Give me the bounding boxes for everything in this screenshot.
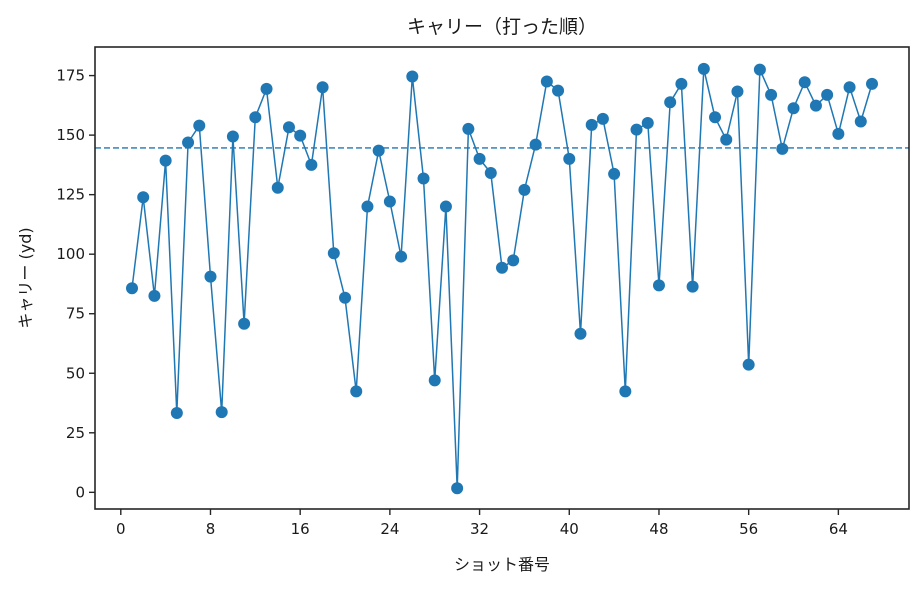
data-point xyxy=(395,250,408,263)
data-point xyxy=(507,254,520,267)
data-point xyxy=(137,191,150,204)
data-point xyxy=(641,116,654,129)
data-point xyxy=(339,291,352,304)
data-point xyxy=(742,358,755,371)
data-point xyxy=(473,152,486,165)
data-point xyxy=(305,158,318,171)
data-point xyxy=(596,112,609,125)
data-point xyxy=(529,138,542,151)
data-point xyxy=(731,85,744,98)
data-point xyxy=(249,111,262,124)
plot-area xyxy=(95,62,909,495)
data-point xyxy=(406,70,419,83)
data-point xyxy=(204,270,217,283)
data-point xyxy=(350,385,363,398)
data-point xyxy=(753,63,766,76)
data-point xyxy=(182,136,195,149)
data-point xyxy=(585,118,598,131)
data-point xyxy=(215,406,228,419)
data-point xyxy=(630,123,643,136)
x-tick-label: 40 xyxy=(560,520,579,538)
x-tick-label: 8 xyxy=(206,520,216,538)
data-point xyxy=(574,327,587,340)
data-point xyxy=(652,279,665,292)
data-point xyxy=(608,167,621,180)
y-tick-label: 100 xyxy=(56,245,85,263)
x-tick-label: 0 xyxy=(116,520,126,538)
data-point xyxy=(843,81,856,94)
data-point xyxy=(540,75,553,88)
y-tick-label: 50 xyxy=(66,364,85,382)
data-point xyxy=(697,62,710,75)
data-point xyxy=(563,152,576,165)
data-point xyxy=(271,181,284,194)
data-point xyxy=(159,154,172,167)
data-point xyxy=(720,133,733,146)
data-point xyxy=(809,99,822,112)
plot-frame xyxy=(94,46,910,510)
x-tick-label: 16 xyxy=(291,520,310,538)
y-tick-label: 150 xyxy=(56,126,85,144)
data-point xyxy=(372,144,385,157)
data-point xyxy=(462,122,475,135)
data-point xyxy=(484,166,497,179)
y-tick-label: 0 xyxy=(75,483,85,501)
data-point xyxy=(294,129,307,142)
data-point xyxy=(518,183,531,196)
data-point xyxy=(327,247,340,260)
data-point xyxy=(664,96,677,109)
x-tick-label: 56 xyxy=(739,520,758,538)
data-point xyxy=(417,172,430,185)
data-point xyxy=(451,482,464,495)
data-point xyxy=(866,77,878,90)
data-point xyxy=(316,81,329,94)
y-tick-label: 175 xyxy=(56,67,85,85)
data-point xyxy=(148,289,161,302)
data-point xyxy=(675,77,688,90)
data-point xyxy=(126,282,138,295)
x-tick-label: 64 xyxy=(829,520,848,538)
series-line xyxy=(131,68,873,490)
data-point xyxy=(686,280,699,293)
data-point xyxy=(193,119,206,132)
data-point xyxy=(709,111,722,124)
x-tick-label: 32 xyxy=(470,520,489,538)
y-tick-label: 25 xyxy=(66,424,85,442)
y-tick-label: 75 xyxy=(66,305,85,323)
data-point xyxy=(226,130,239,143)
data-point xyxy=(496,261,508,274)
y-axis: 0 25 50 75 100 125 150 175 xyxy=(56,67,95,501)
data-point xyxy=(765,88,778,101)
y-axis-title: キャリー (yd) xyxy=(16,227,35,328)
data-point xyxy=(832,127,845,140)
data-point xyxy=(428,374,441,387)
x-axis: 0 8 16 24 32 40 48 56 64 xyxy=(116,509,848,538)
data-point xyxy=(238,317,251,330)
x-axis-title: ショット番号 xyxy=(454,555,550,574)
data-point xyxy=(282,121,295,134)
data-point xyxy=(619,385,632,398)
data-point xyxy=(552,84,565,97)
data-point xyxy=(260,82,273,95)
data-point xyxy=(787,102,800,115)
y-tick-label: 125 xyxy=(56,186,85,204)
chart-title: キャリー（打った順） xyxy=(407,16,597,38)
data-point xyxy=(854,115,867,128)
data-point xyxy=(821,88,834,101)
x-tick-label: 24 xyxy=(380,520,399,538)
data-point xyxy=(170,407,183,420)
x-tick-label: 48 xyxy=(649,520,668,538)
data-point xyxy=(383,195,396,208)
data-point xyxy=(776,142,789,155)
data-point xyxy=(798,76,811,89)
data-point xyxy=(361,200,374,213)
data-point xyxy=(439,200,452,213)
